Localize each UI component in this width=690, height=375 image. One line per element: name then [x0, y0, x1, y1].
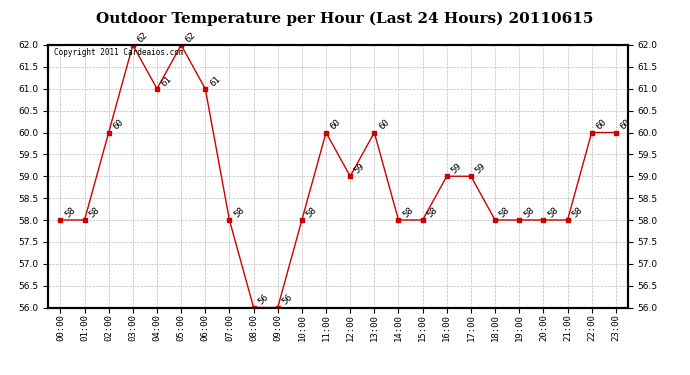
Text: Copyright 2011 Cardeaios.com: Copyright 2011 Cardeaios.com [54, 48, 184, 57]
Text: 58: 58 [546, 205, 560, 219]
Text: 58: 58 [305, 205, 319, 219]
Text: 62: 62 [136, 30, 150, 44]
Text: 59: 59 [450, 162, 464, 176]
Text: 62: 62 [184, 30, 198, 44]
Text: 58: 58 [571, 205, 584, 219]
Text: 58: 58 [522, 205, 536, 219]
Text: 58: 58 [498, 205, 512, 219]
Text: 58: 58 [233, 205, 246, 219]
Text: 58: 58 [63, 205, 77, 219]
Text: 60: 60 [112, 118, 126, 132]
Text: Outdoor Temperature per Hour (Last 24 Hours) 20110615: Outdoor Temperature per Hour (Last 24 Ho… [97, 11, 593, 26]
Text: 61: 61 [208, 74, 222, 88]
Text: 60: 60 [619, 118, 633, 132]
Text: 60: 60 [595, 118, 609, 132]
Text: 58: 58 [88, 205, 101, 219]
Text: 60: 60 [329, 118, 343, 132]
Text: 56: 56 [281, 293, 295, 307]
Text: 59: 59 [353, 162, 367, 176]
Text: 56: 56 [257, 293, 270, 307]
Text: 59: 59 [474, 162, 488, 176]
Text: 58: 58 [426, 205, 440, 219]
Text: 61: 61 [160, 74, 174, 88]
Text: 58: 58 [402, 205, 415, 219]
Text: 60: 60 [377, 118, 391, 132]
